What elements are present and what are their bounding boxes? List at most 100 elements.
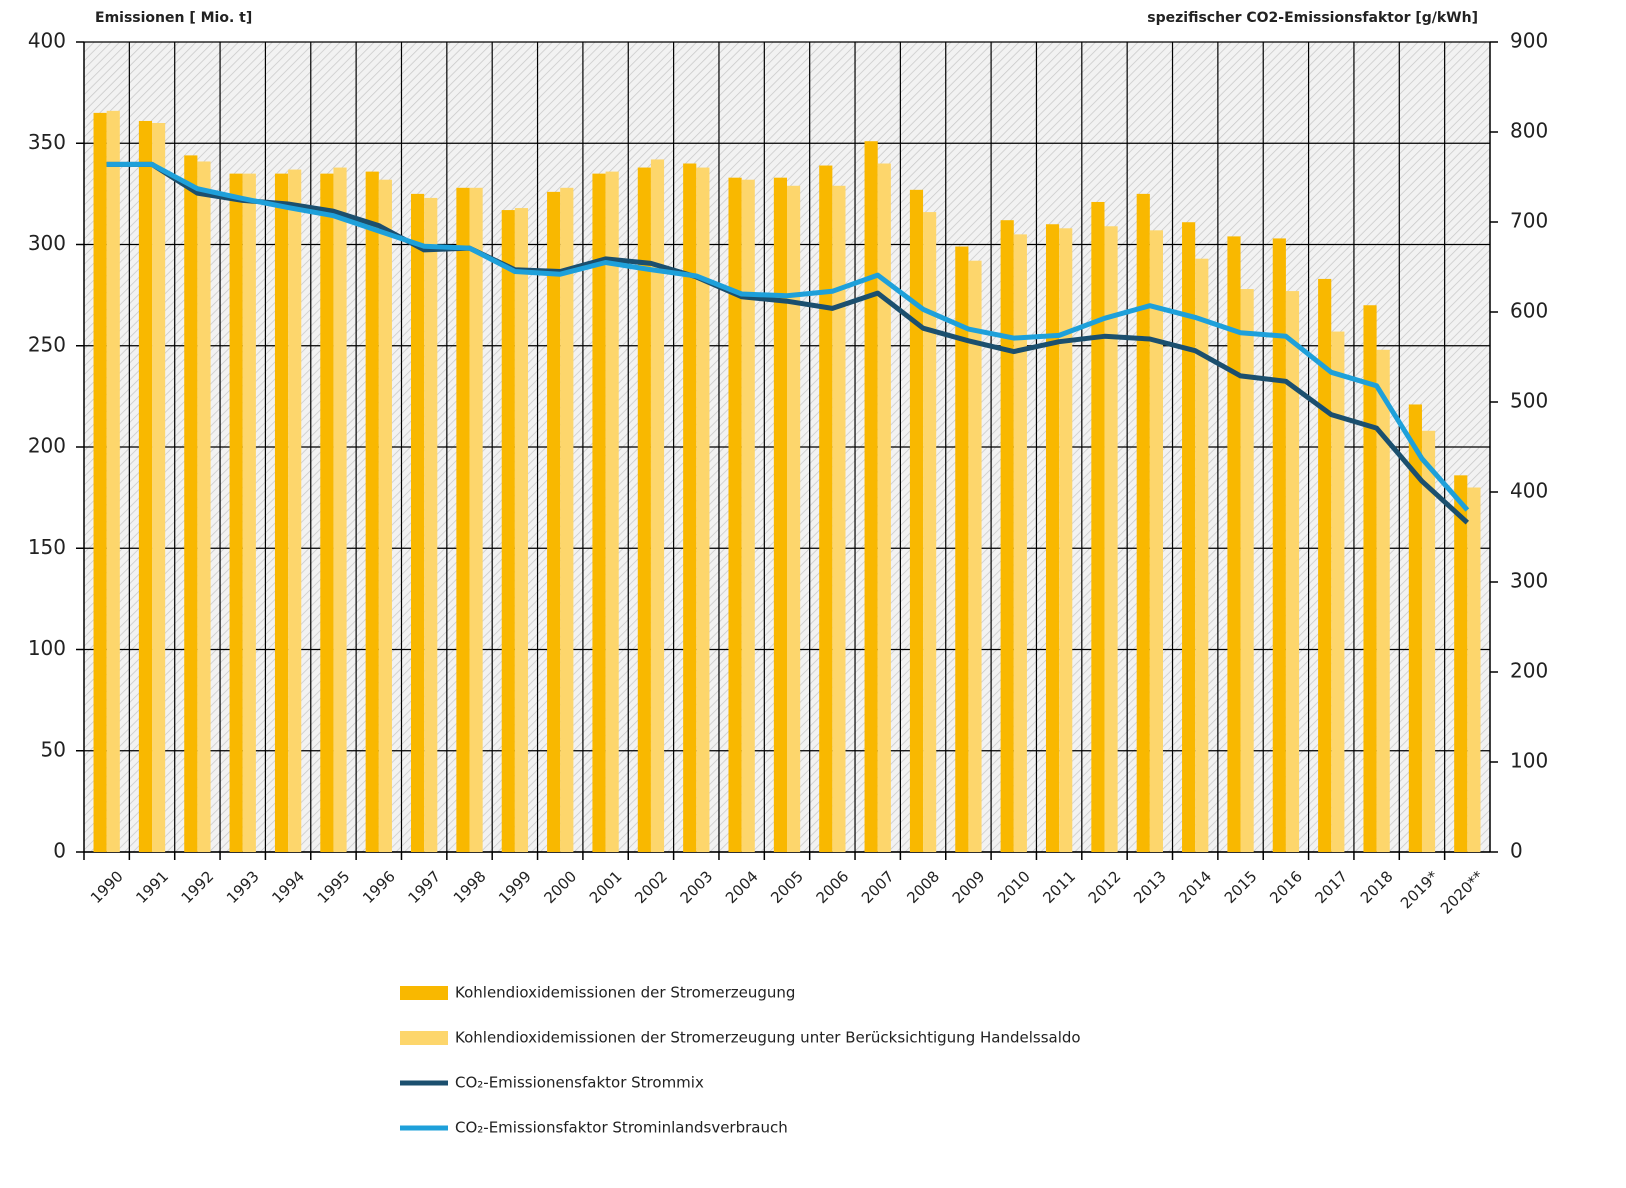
x-tick-label: 1995 [314,867,354,907]
y-tick-label: 150 [28,535,66,559]
bar [560,187,574,853]
x-tick-label: 2006 [813,867,853,907]
bar [1104,226,1118,852]
bar [365,171,379,853]
bar [741,179,755,852]
x-tick-label: 1991 [132,867,172,907]
y2-tick-label: 200 [1510,659,1548,683]
bar [832,185,846,852]
bar [1454,475,1468,852]
bar [1227,236,1241,852]
bar [93,112,107,852]
x-tick-label: 1999 [495,867,535,907]
y2-tick-label: 600 [1510,299,1548,323]
bar [1013,234,1027,852]
bar [1182,222,1196,853]
bar [1318,278,1332,852]
x-tick-label: 2008 [903,867,943,907]
x-tick-label: 2018 [1357,867,1397,907]
x-tick-label: 2004 [722,867,762,907]
y2-tick-label: 400 [1510,479,1548,503]
bar [955,246,969,852]
bar [1045,224,1060,852]
bar [1000,220,1014,852]
bar [605,171,619,853]
y2-tick-label: 900 [1510,29,1548,53]
bar [320,173,334,852]
bar [1240,289,1254,852]
bar [787,185,801,852]
x-tick-label: 2002 [631,867,671,907]
x-tick-label: 1993 [223,867,263,907]
legend-label: Kohlendioxidemissionen der Stromerzeugun… [455,984,795,1002]
bar [456,187,470,853]
bar [864,141,878,853]
bar [242,173,256,852]
x-tick-label: 2015 [1221,867,1261,907]
x-tick-label: 2020** [1437,867,1488,918]
bar [424,197,438,853]
bar [1408,404,1422,852]
x-tick-label: 1994 [268,867,308,907]
y-tick-label: 250 [28,332,66,356]
y2-tick-label: 300 [1510,569,1548,593]
y-tick-label: 0 [53,839,66,863]
y2-tick-label: 100 [1510,749,1548,773]
bar [1091,201,1105,853]
x-tick-label: 2013 [1130,867,1170,907]
bar [909,189,924,852]
bar [411,193,425,852]
x-tick-label: 2010 [994,867,1034,907]
bar [1363,305,1377,852]
bar [592,173,606,852]
legend-swatch [400,1031,448,1045]
bar [138,120,153,853]
bar [683,163,697,852]
y2-tick-label: 500 [1510,389,1548,413]
x-tick-label: 1996 [359,867,399,907]
x-tick-label: 2000 [541,867,581,907]
bar [1421,430,1436,852]
bar [1195,258,1209,852]
bar [696,167,710,853]
y-axis-title: Emissionen [ Mio. t] [95,10,252,26]
x-tick-label: 2009 [949,867,989,907]
x-tick-label: 2014 [1175,867,1215,907]
bar [1272,238,1286,853]
y-tick-label: 200 [28,434,66,458]
x-tick-label: 2017 [1312,867,1352,907]
bar [378,179,392,852]
bar [229,173,243,852]
x-tick-label: 2005 [767,867,807,907]
y-tick-label: 350 [28,130,66,154]
x-tick-label: 1992 [178,867,218,907]
x-tick-label: 2007 [858,867,898,907]
x-tick-label: 2011 [1039,867,1079,907]
bar [333,167,347,853]
x-tick-label: 2012 [1085,867,1125,907]
bar [1136,193,1150,852]
y-tick-label: 100 [28,636,66,660]
x-tick-label: 1990 [87,867,127,907]
bar [197,161,211,853]
bar [501,210,515,852]
x-tick-label: 2019* [1397,867,1442,912]
bar [1285,291,1300,852]
y2-tick-label: 800 [1510,119,1548,143]
legend-label: CO₂-Emissionensfaktor Strommix [455,1074,704,1092]
bar [650,159,665,852]
y-tick-label: 300 [28,231,66,255]
bar [469,187,483,853]
y-tick-label: 50 [41,737,66,761]
bar [547,191,561,853]
bar [152,123,166,852]
bar [968,260,982,852]
bar [184,155,198,852]
bar [1376,349,1390,852]
y2-tick-label: 700 [1510,209,1548,233]
line [106,161,1470,525]
y2-tick-label: 0 [1510,839,1523,863]
bar [288,169,302,852]
bar [514,208,529,853]
y-tick-label: 400 [28,29,66,53]
